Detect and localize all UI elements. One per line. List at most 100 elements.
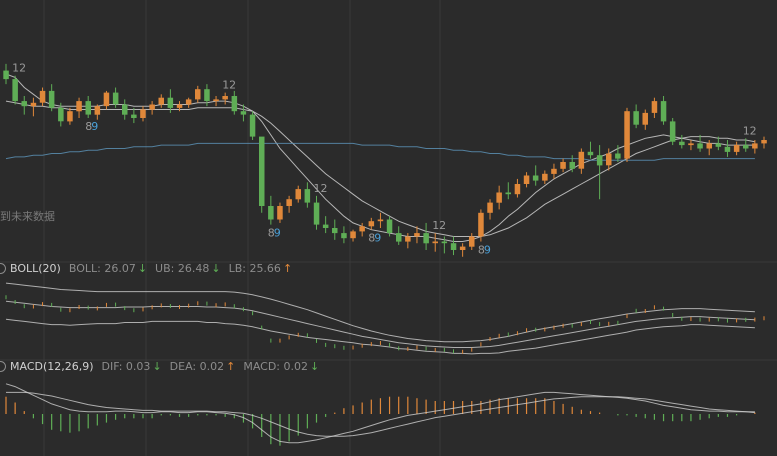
boll-lb-up-arrow-icon: ↑: [282, 262, 293, 275]
candle-body-23: [213, 99, 219, 102]
candle-body-48: [441, 241, 448, 244]
candle-body-38: [350, 231, 356, 239]
candle-body-32: [295, 189, 301, 200]
candle-body-13: [122, 104, 128, 115]
candle-body-40: [368, 221, 375, 227]
macd-title[interactable]: MACD(12,26,9): [10, 360, 94, 373]
candle-body-15: [140, 109, 146, 118]
candle-body-34: [313, 202, 320, 225]
candle-body-24: [222, 96, 228, 100]
candle-body-55: [505, 192, 511, 195]
candle-body-54: [496, 192, 502, 203]
candle-body-67: [615, 153, 621, 159]
candle-body-44: [405, 236, 411, 242]
candle-body-6: [58, 107, 64, 122]
boll-value-down-arrow-icon: ↓: [137, 262, 148, 275]
candle-body-43: [396, 233, 402, 242]
boll-value: BOLL: 26.07 ↓: [68, 262, 148, 275]
boll-line-lb: [5, 318, 755, 355]
candle-body-21: [195, 89, 201, 100]
candle-body-3: [30, 102, 37, 107]
candle-body-7: [67, 111, 73, 122]
macd-toggle-icon[interactable]: [0, 361, 6, 372]
main-moving-averages: [5, 73, 755, 242]
candle-body-51: [469, 236, 475, 247]
candle-body-35: [322, 224, 329, 228]
candle-body-82: [752, 143, 758, 149]
candle-body-77: [706, 143, 712, 149]
candle-body-59: [542, 173, 548, 181]
td-label-4: 8: [268, 227, 275, 240]
candle-body-50: [459, 246, 466, 250]
boll-pane: [5, 282, 765, 355]
macd-macd-down-arrow-icon: ↓: [310, 360, 320, 373]
macd-pane: [5, 383, 756, 446]
candle-body-63: [578, 151, 585, 169]
candle-body-52: [478, 212, 484, 237]
boll-line-boll: [5, 300, 755, 348]
td-label-1: 8: [85, 120, 92, 133]
td-label-7: 8: [368, 232, 375, 245]
candle-body-45: [414, 233, 420, 237]
candle-body-60: [551, 168, 557, 174]
macd-legend: MACD(12,26,9) DIF: 0.03 ↓ DEA: 0.02 ↑ MACD…: [0, 360, 327, 373]
candle-body-11: [103, 92, 110, 107]
candle-body-69: [633, 111, 639, 125]
td-label-2: 9: [91, 120, 98, 133]
future-data-note: 到未来数据: [0, 210, 55, 223]
boll-legend: BOLL(20) BOLL: 26.07 ↓ UB: 26.48 ↓ LB: 25.…: [0, 262, 300, 275]
candle-body-53: [487, 202, 493, 213]
boll-lb-value: LB: 25.66 ↑: [228, 262, 293, 275]
candle-body-49: [450, 243, 457, 250]
candle-body-61: [560, 162, 566, 169]
candle-body-4: [39, 90, 46, 103]
candle-body-83: [761, 140, 767, 144]
candle-body-57: [523, 175, 530, 184]
td-label-3: 12: [222, 79, 236, 92]
boll-ub-value: UB: 26.48 ↓: [155, 262, 221, 275]
ma-line-0: [5, 73, 755, 242]
candle-body-33: [304, 189, 311, 203]
boll-line-ub: [5, 282, 755, 343]
candle-body-26: [240, 111, 247, 115]
macd-dif-value: DIF: 0.03 ↓: [101, 360, 162, 373]
macd-dea-value: DEA: 0.02 ↑: [169, 360, 236, 373]
candle-body-31: [286, 199, 292, 206]
candle-body-81: [743, 145, 749, 149]
candle-body-36: [332, 228, 338, 234]
candle-body-28: [259, 136, 265, 206]
candle-body-1: [12, 79, 18, 102]
candle-body-68: [624, 111, 630, 159]
td-label-11: 9: [484, 244, 491, 257]
td-label-8: 9: [374, 232, 381, 245]
candle-body-0: [3, 70, 9, 80]
candle-body-80: [733, 145, 740, 152]
candle-body-14: [131, 114, 137, 118]
boll-toggle-icon[interactable]: [0, 263, 6, 274]
td-label-10: 8: [478, 244, 485, 257]
ma-line-2: [5, 142, 755, 161]
candle-body-12: [112, 92, 119, 105]
candle-body-20: [185, 99, 192, 105]
candle-body-58: [532, 175, 539, 181]
candle-body-30: [277, 206, 283, 220]
candle-body-76: [697, 143, 703, 149]
boll-title[interactable]: BOLL(20): [10, 262, 61, 275]
candle-body-66: [606, 153, 612, 166]
candle-body-16: [149, 104, 155, 110]
candle-body-46: [423, 233, 429, 244]
candle-body-64: [587, 151, 594, 156]
candle-body-70: [642, 112, 648, 125]
candle-body-27: [249, 114, 256, 137]
candle-body-62: [569, 162, 575, 169]
candle-body-25: [231, 96, 238, 112]
candle-body-71: [651, 101, 658, 113]
td-label-5: 9: [274, 227, 281, 240]
macd-dif-down-arrow-icon: ↓: [152, 360, 162, 373]
macd-line-dif: [5, 383, 755, 444]
candle-body-19: [176, 104, 183, 108]
ma-line-1: [5, 100, 755, 237]
